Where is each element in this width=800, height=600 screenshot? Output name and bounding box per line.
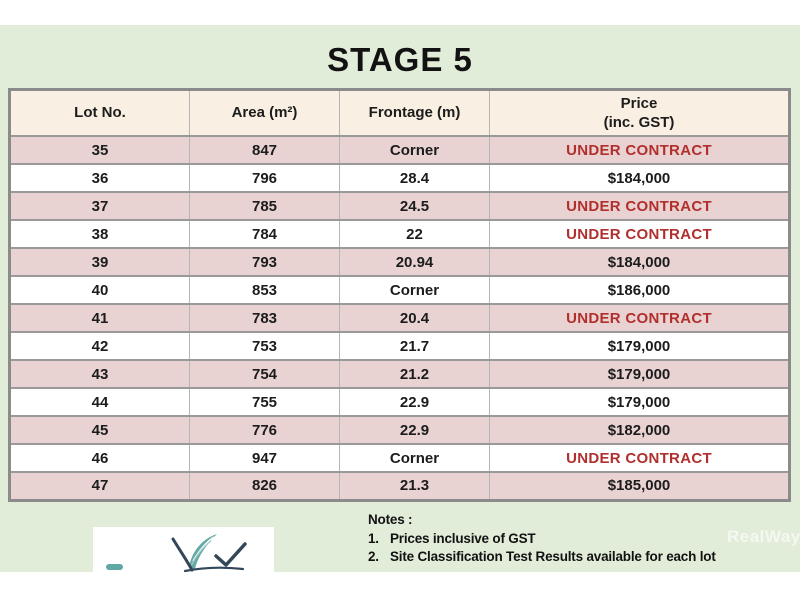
area-cell: 776	[189, 415, 340, 445]
frontage-cell: 22	[339, 219, 490, 249]
area-cell: 826	[189, 471, 340, 501]
lot-cell: 36	[9, 163, 190, 193]
col-header-price: Price (inc. GST)	[489, 88, 790, 137]
table-row: 38 784 22 UNDER CONTRACT	[9, 219, 790, 249]
price-cell: UNDER CONTRACT	[489, 191, 790, 221]
table-row: 46 947 Corner UNDER CONTRACT	[9, 443, 790, 473]
estate-logo-image	[93, 527, 274, 577]
note-item: 1. Prices inclusive of GST	[368, 530, 716, 549]
note-text: Prices inclusive of GST	[390, 530, 536, 546]
area-cell: 947	[189, 443, 340, 473]
price-cell: $182,000	[489, 415, 790, 445]
table-row: 47 826 21.3 $185,000	[9, 471, 790, 501]
price-cell: $186,000	[489, 275, 790, 305]
lot-cell: 38	[9, 219, 190, 249]
area-cell: 847	[189, 135, 340, 165]
lot-cell: 37	[9, 191, 190, 221]
area-cell: 796	[189, 163, 340, 193]
frontage-cell: 20.94	[339, 247, 490, 277]
lot-cell: 40	[9, 275, 190, 305]
bird-logo-icon	[106, 534, 247, 573]
table-row: 44 755 22.9 $179,000	[9, 387, 790, 417]
price-cell: $184,000	[489, 247, 790, 277]
price-cell: UNDER CONTRACT	[489, 135, 790, 165]
frontage-cell: 20.4	[339, 303, 490, 333]
frontage-cell: 28.4	[339, 163, 490, 193]
area-cell: 783	[189, 303, 340, 333]
area-cell: 755	[189, 387, 340, 417]
frontage-cell: 21.7	[339, 331, 490, 361]
price-cell: $185,000	[489, 471, 790, 501]
area-cell: 753	[189, 331, 340, 361]
note-item: 2. Site Classification Test Results avai…	[368, 548, 716, 567]
table-row: 37 785 24.5 UNDER CONTRACT	[9, 191, 790, 221]
frontage-cell: 22.9	[339, 387, 490, 417]
col-header-frontage: Frontage (m)	[339, 88, 490, 137]
notes-heading: Notes :	[368, 512, 413, 527]
table-row: 36 796 28.4 $184,000	[9, 163, 790, 193]
table-row: 42 753 21.7 $179,000	[9, 331, 790, 361]
lot-cell: 35	[9, 135, 190, 165]
table-row: 45 776 22.9 $182,000	[9, 415, 790, 445]
lot-cell: 44	[9, 387, 190, 417]
notes-block: Notes : 1. Prices inclusive of GST 2. Si…	[368, 511, 716, 567]
lot-cell: 42	[9, 331, 190, 361]
frontage-cell: 22.9	[339, 415, 490, 445]
price-cell: UNDER CONTRACT	[489, 443, 790, 473]
lot-cell: 47	[9, 471, 190, 501]
lot-cell: 43	[9, 359, 190, 389]
note-number: 2.	[368, 549, 379, 564]
lot-cell: 46	[9, 443, 190, 473]
page-title: STAGE 5	[327, 41, 473, 78]
area-cell: 785	[189, 191, 340, 221]
note-number: 1.	[368, 530, 379, 546]
price-cell: $179,000	[489, 387, 790, 417]
frontage-cell: Corner	[339, 135, 490, 165]
table-row: 35 847 Corner UNDER CONTRACT	[9, 135, 790, 165]
frontage-cell: 24.5	[339, 191, 490, 221]
price-cell: $179,000	[489, 359, 790, 389]
col-header-lot: Lot No.	[9, 88, 190, 137]
table-row: 39 793 20.94 $184,000	[9, 247, 790, 277]
area-cell: 853	[189, 275, 340, 305]
area-cell: 754	[189, 359, 340, 389]
area-cell: 784	[189, 219, 340, 249]
price-cell: $184,000	[489, 163, 790, 193]
frontage-cell: Corner	[339, 443, 490, 473]
area-cell: 793	[189, 247, 340, 277]
table-row: 40 853 Corner $186,000	[9, 275, 790, 305]
col-header-area: Area (m²)	[189, 88, 340, 137]
table-row: 43 754 21.2 $179,000	[9, 359, 790, 389]
frontage-cell: 21.2	[339, 359, 490, 389]
price-table: Lot No. Area (m²) Frontage (m) Price (in…	[8, 88, 791, 502]
lot-cell: 41	[9, 303, 190, 333]
lot-cell: 45	[9, 415, 190, 445]
lot-cell: 39	[9, 247, 190, 277]
table-row: 41 783 20.4 UNDER CONTRACT	[9, 303, 790, 333]
price-cell: UNDER CONTRACT	[489, 303, 790, 333]
price-cell: $179,000	[489, 331, 790, 361]
realway-watermark: RealWay	[727, 527, 800, 546]
frontage-cell: 21.3	[339, 471, 490, 501]
note-text: Site Classification Test Results availab…	[390, 549, 716, 564]
frontage-cell: Corner	[339, 275, 490, 305]
price-cell: UNDER CONTRACT	[489, 219, 790, 249]
table-header-row: Lot No. Area (m²) Frontage (m) Price (in…	[9, 88, 790, 137]
